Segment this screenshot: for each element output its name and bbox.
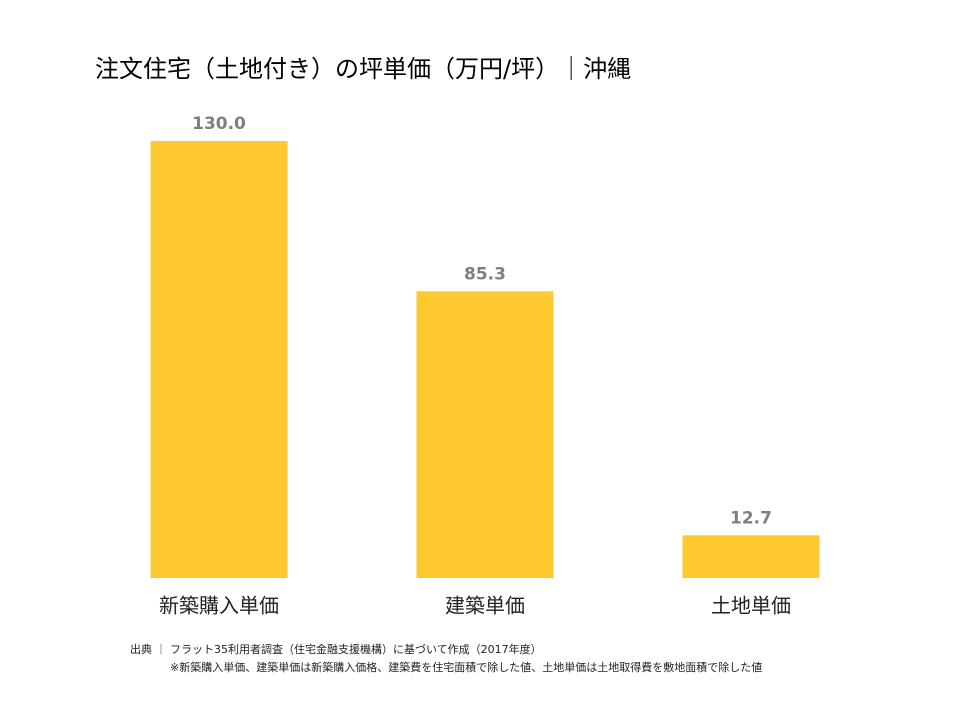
bar — [150, 141, 288, 578]
footnote: ※新築購入単価、建築単価は新築購入価格、建築費を住宅面積で除した値、土地単価は土… — [170, 660, 762, 674]
x-tick-label: 土地単価 — [711, 594, 791, 618]
x-tick-label: 建築単価 — [445, 594, 525, 618]
x-tick-label: 新築購入単価 — [159, 594, 279, 618]
value-label: 85.3 — [464, 264, 506, 284]
bar — [416, 291, 554, 578]
value-label: 130.0 — [192, 114, 246, 134]
bar — [682, 535, 820, 578]
source-note: 出典 ｜ フラット35利用者調査（住宅金融支援機構）に基づいて作成（2017年度… — [130, 642, 542, 656]
value-label: 12.7 — [730, 508, 772, 528]
chart-title: 注文住宅（土地付き）の坪単価（万円/坪）｜沖縄 — [95, 55, 631, 83]
